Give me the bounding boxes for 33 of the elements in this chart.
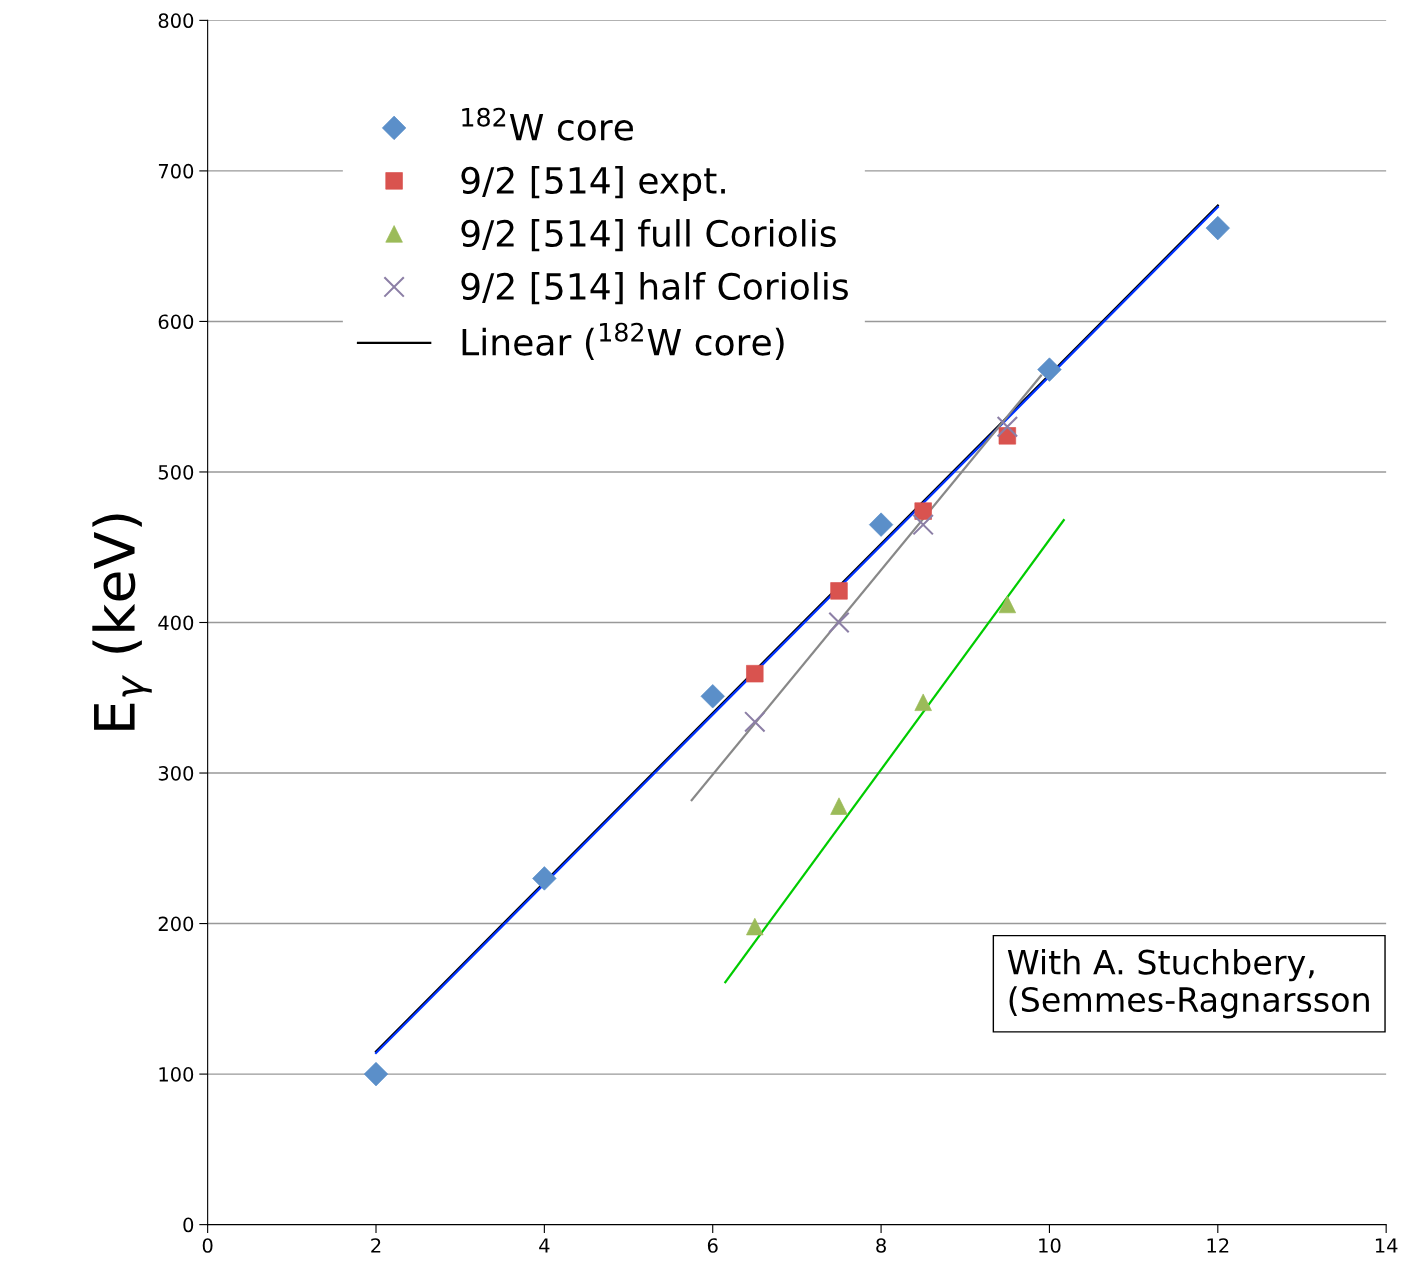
x-tick-label: 14 [1375,1238,1398,1253]
point [828,611,850,634]
y-tick-label: 800 [158,13,194,29]
point [998,595,1017,614]
y-tick-label: 200 [158,916,194,932]
point [532,866,557,891]
x-tick-label: 12 [1207,1238,1229,1253]
annotation: With A. Stuchbery, (Semmes-Ragnarsson [1007,948,1369,1019]
point [700,684,725,709]
point [868,512,894,537]
x-tick-label: 2 [371,1238,381,1253]
x-tick-label: 0 [202,1238,213,1253]
legend-label: 9/2 [514] half Coriolis [461,272,848,305]
legend-label: 9/2 [514] expt. [461,166,725,202]
y-tick-label: 500 [158,464,194,480]
y-tick-label: 300 [158,765,194,781]
point [1205,215,1230,241]
legend-label: 9/2 [514] full Coriolis [461,219,836,252]
legend-label: $^{182}$W core [462,107,633,141]
y-tick-label: 600 [158,314,194,330]
point [744,711,766,733]
x-tick-label: 4 [539,1238,550,1253]
x-tick-label: 6 [707,1238,718,1253]
x-tick-label: 10 [1039,1238,1061,1253]
y-axis-title: E$_{γ}$ (keV) [92,514,152,730]
x-tick-label: 8 [876,1238,886,1253]
y-tick-label: 400 [158,615,194,631]
y-tick-label: 100 [159,1067,194,1082]
point [996,416,1019,438]
y-tick-label: 700 [158,163,194,179]
point [912,513,934,536]
legend-label: Linear ($^{182}$W core) [462,322,784,360]
y-tick-label: 0 [183,1217,194,1233]
